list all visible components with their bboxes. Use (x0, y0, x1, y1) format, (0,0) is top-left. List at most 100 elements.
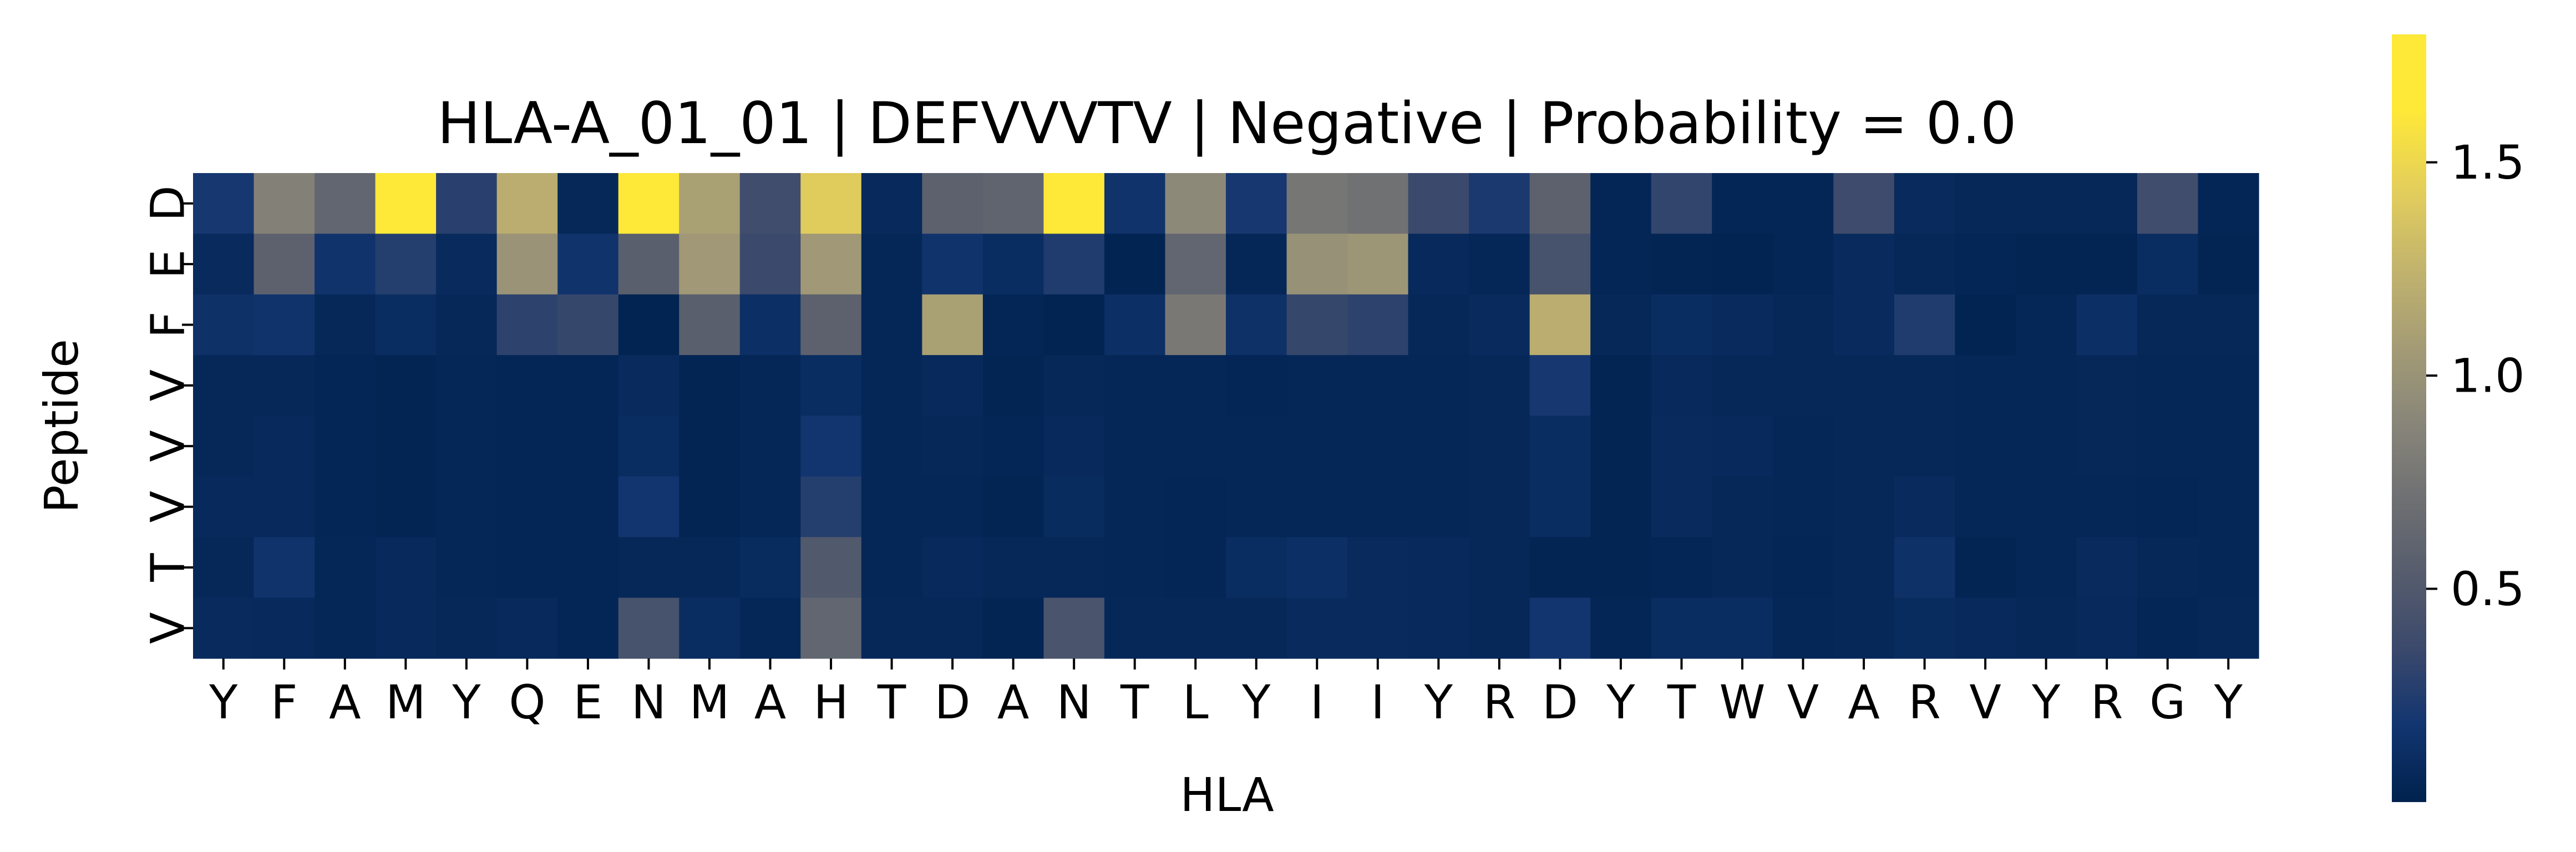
heatmap-cell (861, 537, 922, 599)
heatmap-cell (1894, 597, 1955, 659)
x-tick-label: Y (2031, 675, 2061, 729)
heatmap-cell (436, 234, 498, 295)
heatmap-cell (1651, 415, 1712, 477)
heatmap-cell (557, 476, 619, 537)
heatmap-cell (800, 415, 862, 477)
heatmap-cell (2198, 476, 2259, 537)
heatmap-cell (1469, 294, 1530, 356)
heatmap-cell (679, 537, 741, 599)
heatmap-cell (1469, 597, 1530, 659)
heatmap-cell (982, 173, 1044, 234)
heatmap-cell (1043, 597, 1105, 659)
heatmap-cell (1590, 234, 1652, 295)
heatmap-cell (1529, 173, 1591, 234)
heatmap-cell (557, 173, 619, 234)
heatmap-cell (1651, 234, 1712, 295)
heatmap-cell (315, 597, 376, 659)
heatmap-cell (253, 597, 315, 659)
heatmap-cell (1772, 294, 1834, 356)
heatmap-cell (1104, 234, 1166, 295)
heatmap-cell (739, 415, 801, 477)
heatmap-cell (1043, 415, 1105, 477)
heatmap-cell (496, 476, 558, 537)
heatmap-cell (193, 173, 255, 234)
heatmap-cell (1590, 476, 1652, 537)
heatmap-cell (2076, 355, 2138, 417)
heatmap-cell (1712, 173, 1773, 234)
heatmap-cell (193, 537, 255, 599)
heatmap-cell (1590, 294, 1652, 356)
heatmap-cell (1894, 173, 1955, 234)
heatmap-cell (861, 173, 922, 234)
heatmap-cell (1712, 476, 1773, 537)
heatmap-cell (1469, 476, 1530, 537)
heatmap-cell (253, 537, 315, 599)
heatmap-cell (618, 355, 680, 417)
x-tick-label: I (1371, 675, 1385, 729)
heatmap-cell (1651, 597, 1712, 659)
x-tick-label: E (573, 675, 602, 729)
heatmap-cell (1043, 234, 1105, 295)
heatmap-cell (1347, 173, 1409, 234)
heatmap-cell (1104, 597, 1166, 659)
heatmap-cell (1104, 355, 1166, 417)
heatmap-cell (1590, 173, 1652, 234)
heatmap-cell (861, 294, 922, 356)
heatmap-cell (739, 294, 801, 356)
heatmap-cell (2137, 173, 2199, 234)
heatmap-cell (1772, 476, 1834, 537)
heatmap-cell (2076, 234, 2138, 295)
heatmap-cell (1469, 537, 1530, 599)
heatmap-cell (1894, 537, 1955, 599)
heatmap-cell (1469, 415, 1530, 477)
heatmap-cell (496, 537, 558, 599)
heatmap-cell (315, 173, 376, 234)
heatmap-cell (861, 415, 922, 477)
heatmap-cell (1955, 415, 2016, 477)
heatmap-cell (800, 294, 862, 356)
heatmap-cell (253, 355, 315, 417)
heatmap-cell (2015, 597, 2077, 659)
heatmap-cell (618, 476, 680, 537)
heatmap-cell (193, 597, 255, 659)
heatmap-cell (1529, 355, 1591, 417)
heatmap-cell (2198, 415, 2259, 477)
x-tick-label: G (2149, 675, 2185, 729)
heatmap-cell (1165, 597, 1226, 659)
heatmap-cell (2198, 537, 2259, 599)
heatmap-cell (1408, 355, 1469, 417)
heatmap-cell (1651, 355, 1712, 417)
heatmap-cell (1347, 415, 1409, 477)
heatmap-cell (2015, 294, 2077, 356)
heatmap-cell (1529, 476, 1591, 537)
heatmap-cell (679, 355, 741, 417)
heatmap-cell (1347, 597, 1409, 659)
heatmap-cell (375, 355, 437, 417)
x-tick-label: Y (1241, 675, 1271, 729)
heatmap-cell (1529, 537, 1591, 599)
heatmap-cell (922, 415, 983, 477)
heatmap-cell (739, 173, 801, 234)
y-tick-label: V (140, 430, 195, 462)
x-tick-label: D (935, 675, 971, 729)
x-tick-label: T (1667, 675, 1696, 729)
heatmap-cell (1347, 355, 1409, 417)
heatmap-cell (375, 294, 437, 356)
heatmap-cell (800, 537, 862, 599)
x-axis-label: HLA (1180, 768, 1274, 822)
heatmap-cell (1347, 537, 1409, 599)
heatmap-cell (982, 476, 1044, 537)
heatmap-cell (557, 294, 619, 356)
x-tick-label: A (1848, 675, 1879, 729)
heatmap-cell (982, 537, 1044, 599)
x-tick-label: R (2091, 675, 2123, 729)
heatmap-cell (1104, 537, 1166, 599)
colorbar-tick-label: 1.0 (2451, 349, 2525, 403)
heatmap-cell (2137, 597, 2199, 659)
heatmap-cell (1955, 537, 2016, 599)
heatmap-cell (1286, 537, 1348, 599)
heatmap-cell (1955, 234, 2016, 295)
y-tick-label: E (140, 250, 195, 279)
heatmap-cell (1833, 294, 1895, 356)
